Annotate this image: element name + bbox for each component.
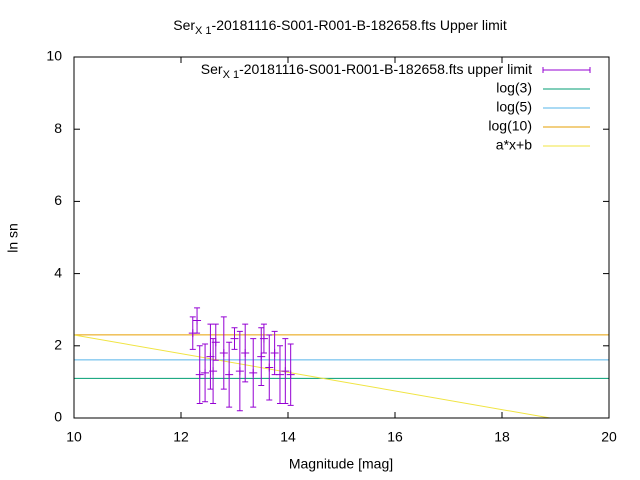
y-tick-label: 2 (54, 337, 62, 353)
data-point (249, 368, 258, 377)
x-tick-label: 10 (66, 429, 82, 445)
y-tick-label: 0 (54, 409, 62, 425)
legend-label: log(10) (488, 118, 532, 134)
title-main: Ser (173, 17, 195, 33)
x-tick-label: 18 (494, 429, 510, 445)
plot-border (73, 56, 610, 419)
data-point (219, 349, 228, 358)
data-point (235, 367, 244, 376)
legend-label: log(3) (496, 80, 532, 96)
legend-label: a*x+b (496, 137, 532, 153)
data-point (193, 316, 202, 325)
data-point (259, 334, 268, 343)
legend-swatch (542, 67, 591, 73)
data-point (275, 370, 284, 379)
legend-label-subscript: X 1 (223, 69, 240, 81)
title-rest: -20181116-S001-R001-B-182658.fts Upper l… (212, 17, 507, 33)
y-tick-label: 6 (54, 192, 62, 208)
data-point (225, 370, 234, 379)
x-axis-label: Magnitude [mag] (289, 456, 393, 472)
data-point (257, 352, 266, 361)
legend-label: log(5) (496, 99, 532, 115)
data-point (201, 368, 210, 377)
y-tick-label: 8 (54, 120, 62, 136)
legend-label-rest: -20181116-S001-R001-B-182658.fts upper l… (239, 61, 532, 77)
data-point (270, 349, 279, 358)
x-tick-label: 12 (173, 429, 189, 445)
y-tick-label: 4 (54, 264, 62, 280)
y-tick-label: 10 (46, 48, 62, 64)
data-point (230, 334, 239, 343)
data-point (281, 367, 290, 376)
data-point (286, 370, 295, 379)
data-point (209, 367, 218, 376)
data-point (265, 363, 274, 372)
y-axis-label: ln sn (5, 223, 21, 253)
x-tick-label: 20 (601, 429, 617, 445)
legend-label: SerX 1-20181116-S001-R001-B-182658.fts u… (201, 61, 532, 81)
plot-area (74, 307, 609, 418)
data-point (195, 370, 204, 379)
title-subscript: X 1 (195, 25, 212, 37)
data-point (241, 349, 250, 358)
chart-title: SerX 1-20181116-S001-R001-B-182658.fts U… (173, 17, 507, 37)
x-tick-label: 14 (280, 429, 296, 445)
legend-label-main: Ser (201, 61, 223, 77)
x-tick-label: 16 (387, 429, 403, 445)
data-point (211, 338, 220, 347)
line (74, 334, 551, 418)
